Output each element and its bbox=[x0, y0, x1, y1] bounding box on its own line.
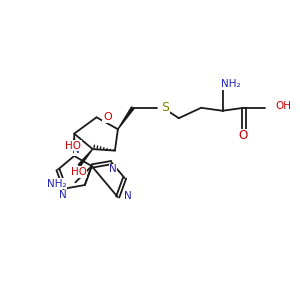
Text: N: N bbox=[109, 164, 117, 174]
Text: HO: HO bbox=[65, 140, 81, 151]
Text: N: N bbox=[58, 190, 66, 200]
Text: N: N bbox=[72, 145, 80, 155]
Polygon shape bbox=[118, 107, 134, 129]
Text: OH: OH bbox=[276, 101, 292, 111]
Text: O: O bbox=[103, 112, 112, 122]
Polygon shape bbox=[73, 134, 76, 156]
Text: HO: HO bbox=[71, 167, 87, 177]
Text: NH₂: NH₂ bbox=[221, 79, 241, 89]
Text: O: O bbox=[239, 129, 248, 142]
Text: S: S bbox=[161, 101, 169, 114]
Polygon shape bbox=[78, 149, 93, 166]
Text: N: N bbox=[124, 191, 132, 201]
Text: NH₂: NH₂ bbox=[47, 179, 66, 189]
